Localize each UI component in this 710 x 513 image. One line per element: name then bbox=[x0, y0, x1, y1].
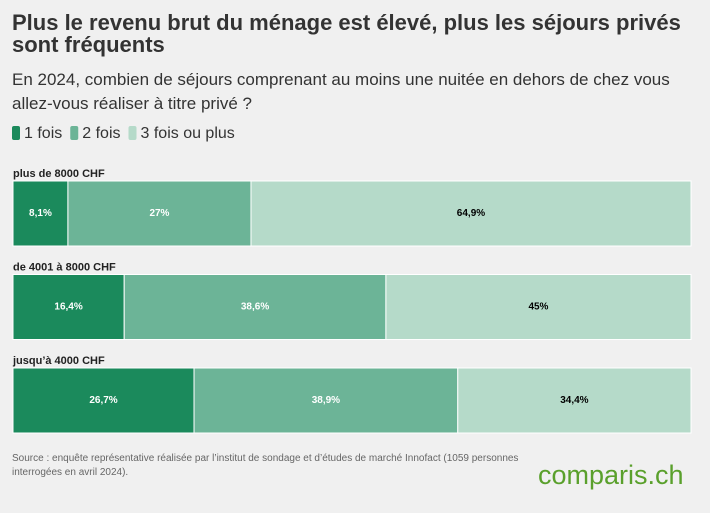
value-label: 38,6% bbox=[241, 302, 269, 313]
legend-swatch bbox=[128, 126, 137, 140]
chart-subtitle: En 2024, combien de séjours comprenant a… bbox=[12, 70, 670, 113]
legend-swatch bbox=[70, 126, 79, 140]
value-label: 16,4% bbox=[54, 302, 82, 313]
bar-segment bbox=[250, 180, 692, 247]
bar-segment bbox=[12, 367, 195, 434]
bar-segment bbox=[385, 274, 692, 340]
value-label: 64,9% bbox=[457, 208, 485, 219]
bar-segment bbox=[457, 367, 692, 434]
category-label: jusqu’à 4000 CHF bbox=[12, 355, 105, 367]
value-label: 26,7% bbox=[89, 395, 117, 406]
bar-segment bbox=[193, 367, 459, 434]
value-label: 34,4% bbox=[560, 395, 588, 406]
category-label: plus de 8000 CHF bbox=[13, 168, 105, 180]
value-label: 38,9% bbox=[312, 395, 340, 406]
value-label: 8,1% bbox=[29, 208, 52, 219]
legend-label: 2 fois bbox=[82, 125, 120, 142]
source-note: Source : enquête représentative réalisée… bbox=[12, 453, 519, 478]
bar-segment bbox=[12, 274, 125, 340]
value-label: 27% bbox=[149, 208, 169, 219]
bar-segment bbox=[67, 180, 252, 247]
legend-label: 1 fois bbox=[24, 125, 62, 142]
category-label: de 4001 à 8000 CHF bbox=[13, 261, 116, 273]
bar-segment bbox=[123, 274, 387, 340]
value-label: 45% bbox=[528, 302, 548, 313]
legend-label: 3 fois ou plus bbox=[141, 125, 235, 142]
logo: comparis.ch bbox=[538, 460, 684, 490]
chart-title: Plus le revenu brut du ménage est élevé,… bbox=[12, 10, 681, 57]
legend-swatch bbox=[12, 126, 20, 140]
